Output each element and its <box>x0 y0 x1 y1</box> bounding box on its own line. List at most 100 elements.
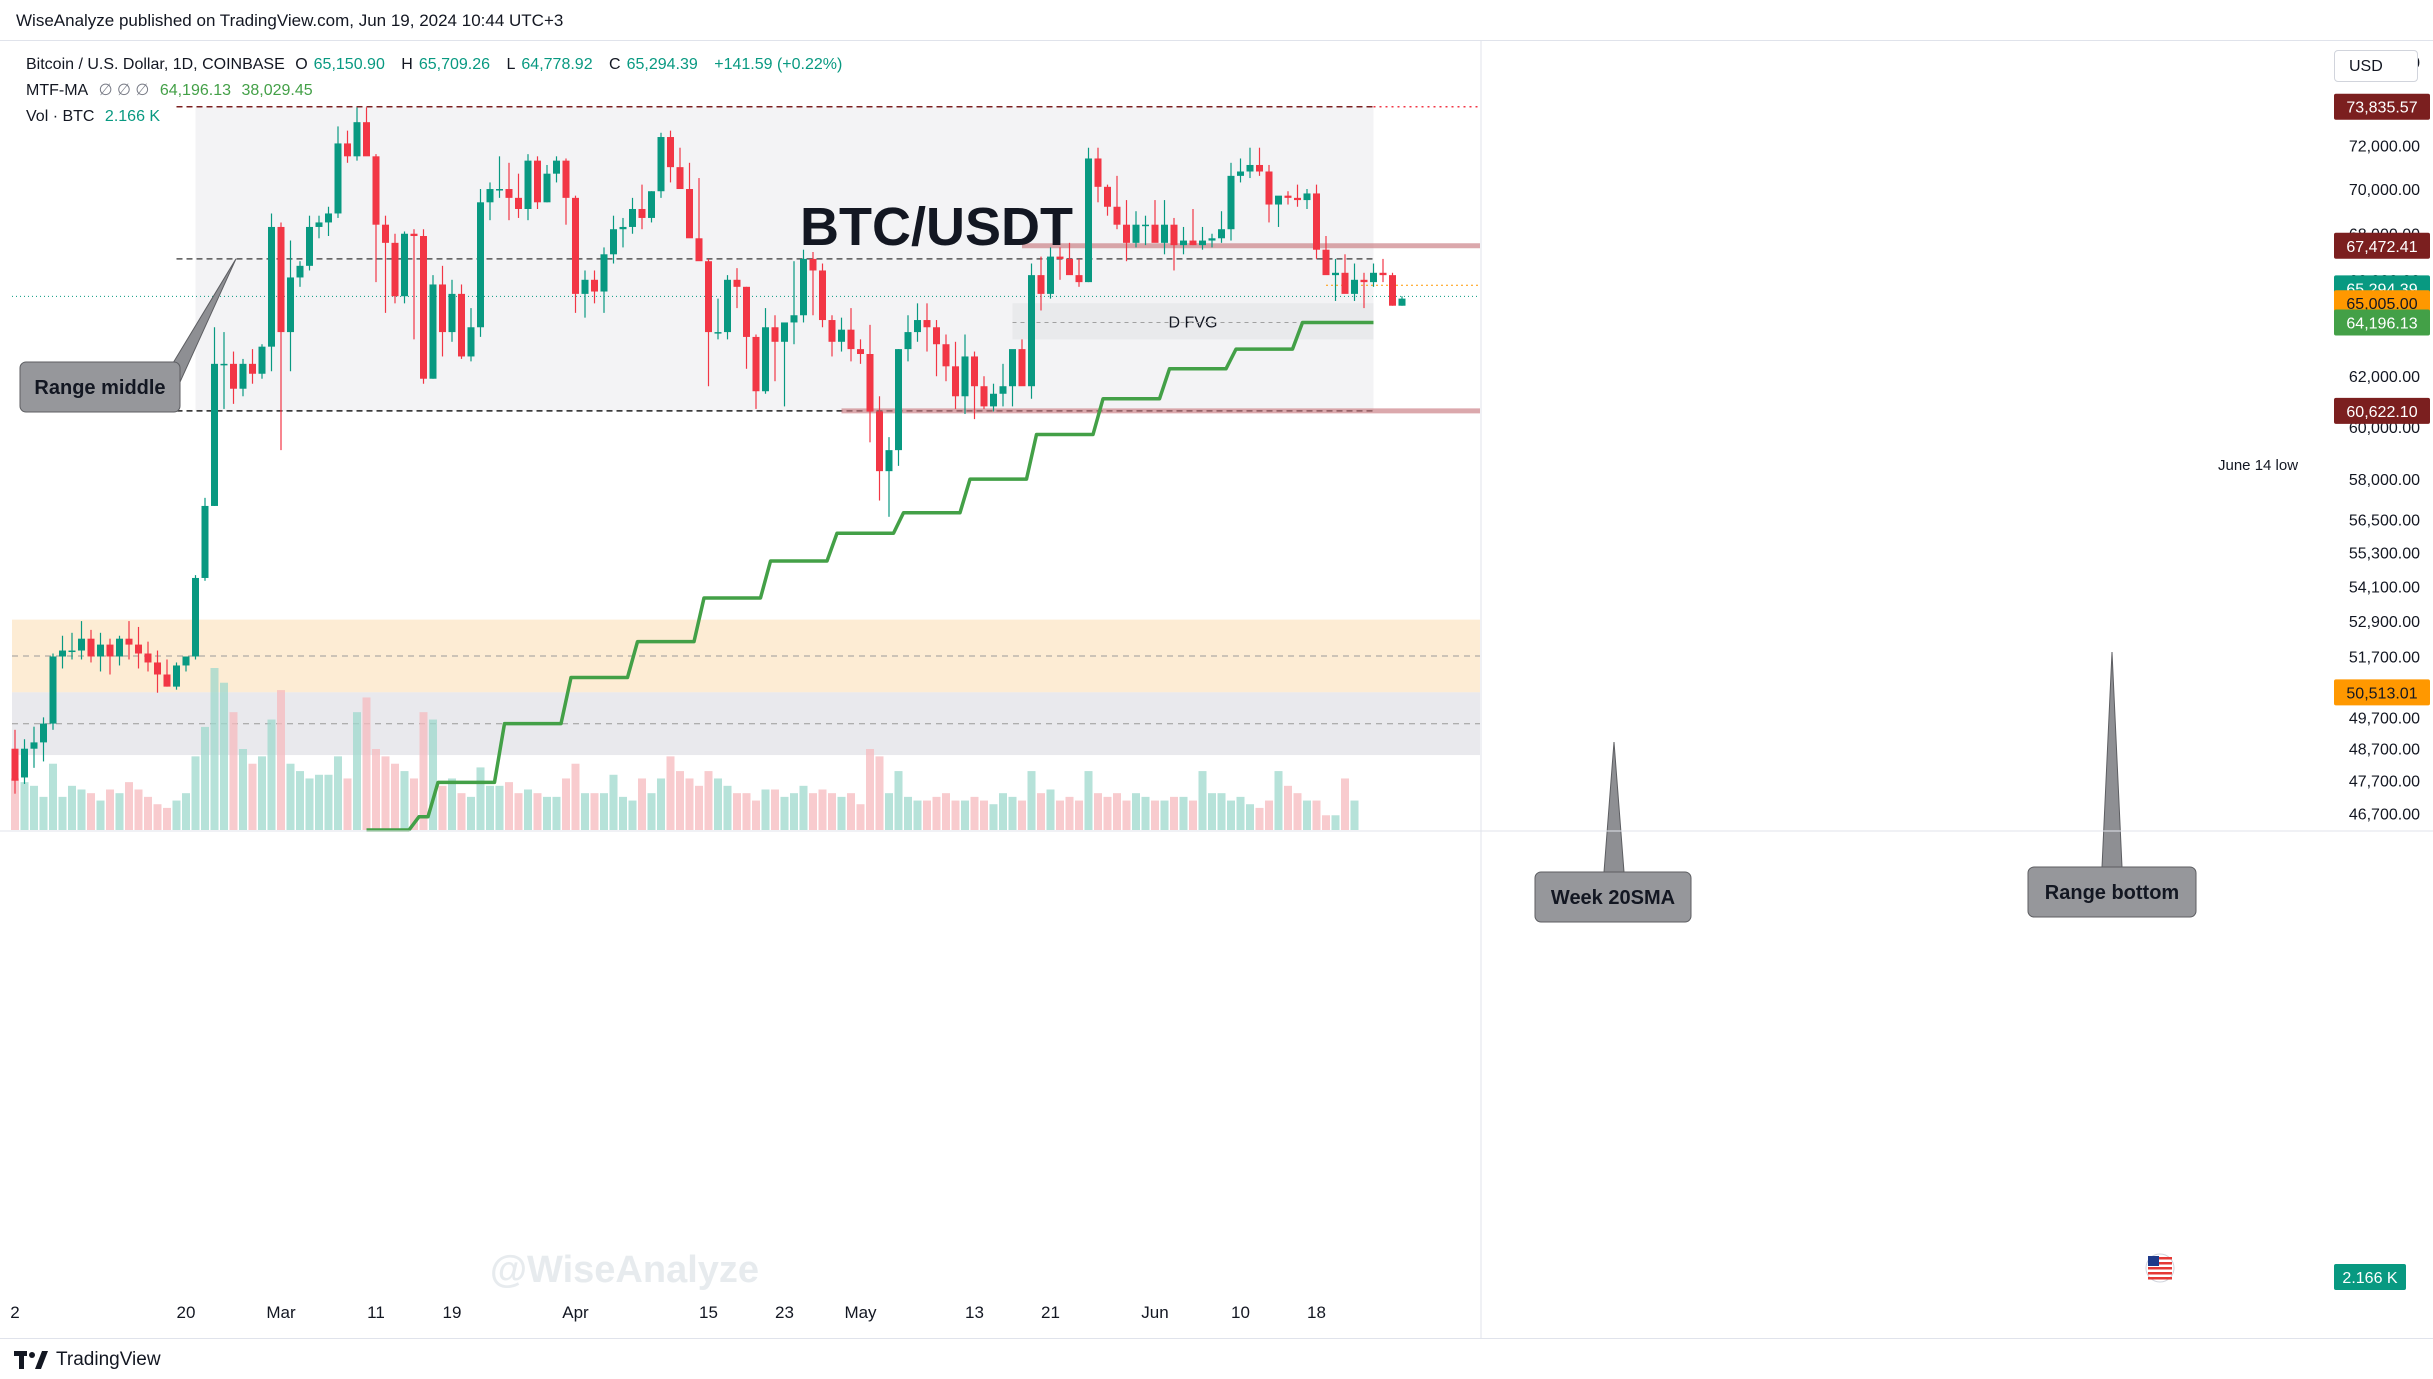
candle-body <box>1123 224 1130 243</box>
candle <box>1218 211 1225 243</box>
candle <box>1256 147 1263 176</box>
candle-body <box>382 224 389 243</box>
candle-body <box>1256 164 1263 172</box>
candle <box>714 298 722 340</box>
candle-body <box>439 284 446 333</box>
volume-bar <box>343 778 352 830</box>
tradingview-logo[interactable]: TradingView <box>14 1349 161 1371</box>
candle-body <box>543 173 551 203</box>
candle-body <box>1275 195 1282 205</box>
symbol-name[interactable]: Bitcoin / U.S. Dollar, 1D, COINBASE <box>26 56 285 73</box>
candle <box>961 334 969 415</box>
candle <box>733 268 741 309</box>
candle-body <box>315 222 323 227</box>
candle <box>477 189 484 337</box>
price-tick-label: 72,000.00 <box>2349 139 2420 156</box>
publisher-text: WiseAnalyze published on TradingView.com… <box>16 11 564 30</box>
volume-bar <box>942 793 950 830</box>
volume-bar <box>1103 796 1112 830</box>
volume-bar <box>970 796 979 830</box>
mtf-params: ∅ ∅ ∅ <box>98 82 150 99</box>
candle <box>448 279 456 342</box>
currency-selector[interactable]: USD <box>2334 50 2418 82</box>
volume-bar <box>1284 785 1292 830</box>
volume-bar <box>486 785 494 830</box>
candle <box>572 195 579 313</box>
h-label: H <box>401 56 413 73</box>
candle-body <box>239 363 247 389</box>
candle-body <box>591 279 598 292</box>
candle <box>1151 200 1159 243</box>
candle <box>790 261 798 345</box>
candle-body <box>876 411 883 472</box>
candle-body <box>524 160 532 209</box>
candle <box>220 332 228 409</box>
candle-body <box>372 156 380 225</box>
candle-body <box>1047 256 1054 294</box>
candle <box>182 656 190 672</box>
volume-bar <box>904 796 912 830</box>
volume-bar <box>609 774 618 830</box>
volume-bar <box>590 793 599 830</box>
candle-body <box>125 638 133 645</box>
candle <box>1237 158 1244 183</box>
candle-body <box>942 344 950 367</box>
candle-body <box>1227 175 1235 230</box>
volume-bar <box>894 771 903 830</box>
candle-body <box>87 638 95 657</box>
candle <box>1066 242 1073 276</box>
legend-vol-row[interactable]: Vol · BTC 2.166 K <box>26 104 848 130</box>
volume-bar <box>495 785 504 830</box>
legend-mtf-row[interactable]: MTF-MA ∅ ∅ ∅ 64,196.13 38,029.45 <box>26 78 848 104</box>
mtf-label: MTF-MA <box>26 82 89 99</box>
candle <box>524 154 532 221</box>
time-tick-label: May <box>844 1303 877 1322</box>
candle <box>828 315 836 357</box>
volume-bar <box>761 789 770 830</box>
candle <box>277 222 285 451</box>
volume-bar <box>885 793 893 830</box>
candle <box>372 154 380 283</box>
volume-bar <box>1274 771 1283 830</box>
candle-body <box>59 650 66 657</box>
candle-body <box>296 265 304 278</box>
volume-bar <box>514 793 523 830</box>
volume-bar <box>372 749 380 830</box>
candle <box>144 641 152 672</box>
candle <box>942 334 950 382</box>
candle <box>230 351 237 404</box>
mtf-ma-line <box>366 320 1374 832</box>
volume-bar <box>476 767 485 830</box>
candle-body <box>999 386 1007 394</box>
candle-body <box>68 650 76 653</box>
volume-bar <box>1046 789 1055 830</box>
candle-body <box>714 332 722 334</box>
mtf-value-1: 64,196.13 <box>159 82 231 99</box>
candle <box>211 327 218 506</box>
volume-bar <box>1018 800 1026 830</box>
volume-bar <box>818 789 827 830</box>
price-label-0: 73,835.57 <box>2334 93 2430 120</box>
candle-body <box>220 363 228 366</box>
candle-body <box>600 254 608 292</box>
candle <box>695 178 703 262</box>
candle <box>315 215 323 239</box>
candle <box>458 284 465 359</box>
candle <box>1170 217 1178 271</box>
candle-body <box>353 122 361 157</box>
candle-body <box>1037 275 1045 294</box>
l-label: L <box>506 56 516 73</box>
candle-body <box>1028 275 1035 387</box>
c-value: 65,294.39 <box>626 56 698 73</box>
candle <box>353 107 361 161</box>
zones-layer: D FVG <box>12 106 1480 756</box>
candle <box>1284 191 1292 205</box>
volume-bar <box>30 785 38 830</box>
price-tick-label: 51,700.00 <box>2349 649 2420 666</box>
price-axis: 76,000.0072,000.0070,000.0068,000.0066,0… <box>0 40 2433 1338</box>
time-tick-label: 19 <box>443 1303 462 1322</box>
annotations-layer: BTC/USDT Range middle Week 20SMA Range bott… <box>19 197 2298 1291</box>
candle <box>306 215 313 271</box>
candle-body <box>78 638 85 651</box>
